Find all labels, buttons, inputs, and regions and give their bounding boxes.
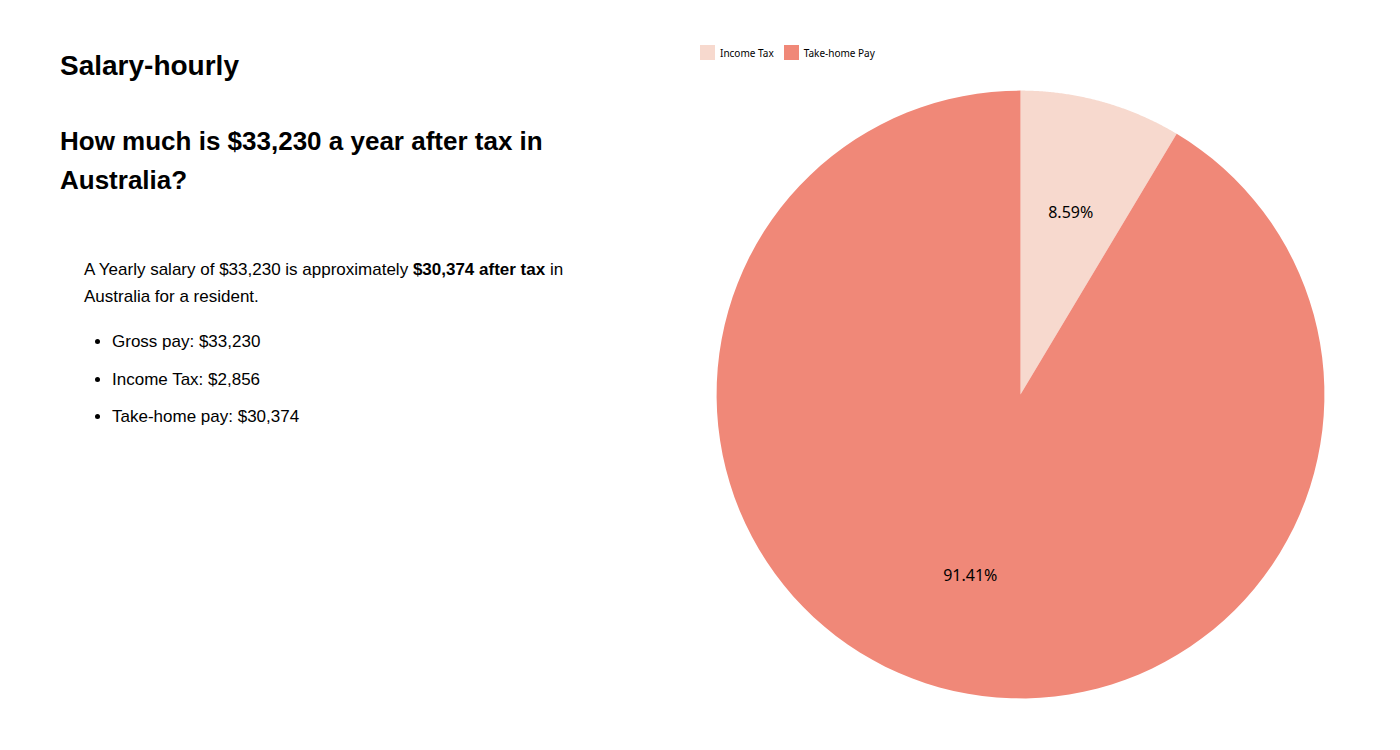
html-text:Take-home pay: $30,374: Take-home pay: $30,374	[112, 406, 300, 426]
html-text:Income Tax: $2,856: Income Tax: $2,856	[112, 369, 261, 389]
html-text:A Yearly salary of $33,230 is: A Yearly salary of $33,230 is approximat…	[84, 260, 564, 279]
html-text:Australia for a resident.: Australia for a resident.	[84, 287, 259, 307]
html-text:S alary-hourly: S alary-hourly	[60, 50, 239, 81]
html-text:Gross pay: $33,230: Gross pay: $33,230	[112, 332, 261, 352]
html-text:Income Tax: Income Tax	[720, 45, 774, 60]
html-text:How much is $33,230 a year aft: How much is $33,230 a year after tax in …	[60, 126, 543, 195]
svg-text:8.59%: 8.59%	[1048, 201, 1093, 223]
html-text:Take-home Pay: Take-home Pay	[803, 45, 875, 60]
svg-text:91.41%: 91.41%	[943, 564, 997, 586]
